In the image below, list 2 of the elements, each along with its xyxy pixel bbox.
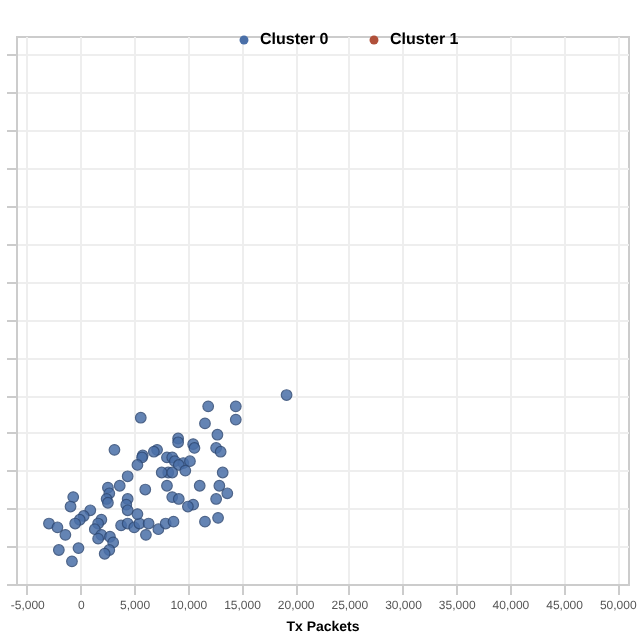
legend-label: Cluster 1 xyxy=(390,30,460,48)
legend-label: Cluster 0 xyxy=(260,30,330,48)
